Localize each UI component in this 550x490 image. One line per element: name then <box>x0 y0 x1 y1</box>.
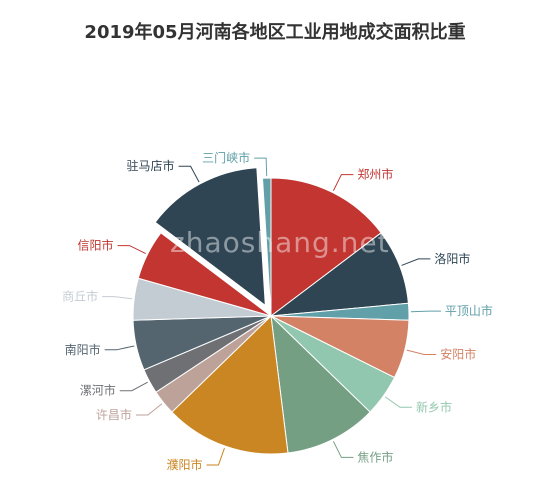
slice-label-11: 信阳市 <box>78 238 114 253</box>
leader-line-6 <box>206 447 225 466</box>
leader-line-12 <box>178 165 200 183</box>
leader-line-3 <box>406 349 437 356</box>
leader-line-0 <box>332 174 354 191</box>
label-leader-lines <box>102 157 441 466</box>
slice-label-8: 漯河市 <box>80 383 116 398</box>
pie-slice-5[interactable] <box>270 314 371 454</box>
leader-line-13 <box>254 157 268 177</box>
slice-label-6: 濮阳市 <box>166 457 202 472</box>
leader-line-8 <box>119 381 148 392</box>
slice-label-5: 焦作市 <box>357 449 393 464</box>
slice-label-9: 南阳市 <box>65 342 101 357</box>
leader-line-1 <box>401 258 431 266</box>
pie-slice-6[interactable] <box>171 314 289 455</box>
pie-slice-13[interactable] <box>261 177 272 317</box>
pie-slice-0[interactable] <box>270 177 382 318</box>
slice-label-4: 新乡市 <box>416 399 452 414</box>
pie-slices <box>132 167 410 455</box>
chart-title: 2019年05月河南各地区工业用地成交面积比重 <box>84 22 466 43</box>
leader-line-11 <box>117 245 146 255</box>
leader-line-4 <box>384 396 412 408</box>
leader-line-10 <box>102 296 133 300</box>
leader-line-9 <box>104 345 135 351</box>
leader-line-2 <box>410 310 441 313</box>
slice-label-1: 洛阳市 <box>434 251 470 266</box>
slice-label-13: 三门峡市 <box>202 150 250 165</box>
leader-line-7 <box>135 403 163 416</box>
slice-label-2: 平顶山市 <box>445 303 493 318</box>
slice-label-12: 驻马店市 <box>127 158 175 173</box>
leader-line-5 <box>332 441 354 458</box>
slice-label-3: 安阳市 <box>440 347 476 362</box>
pie-slice-11[interactable] <box>137 232 272 317</box>
watermark: zhaoshang.net <box>170 226 390 259</box>
slice-label-10: 商丘市 <box>62 289 98 304</box>
slice-label-7: 许昌市 <box>96 407 132 422</box>
slice-label-0: 郑州市 <box>357 167 393 182</box>
pie-slice-12[interactable] <box>154 167 266 307</box>
